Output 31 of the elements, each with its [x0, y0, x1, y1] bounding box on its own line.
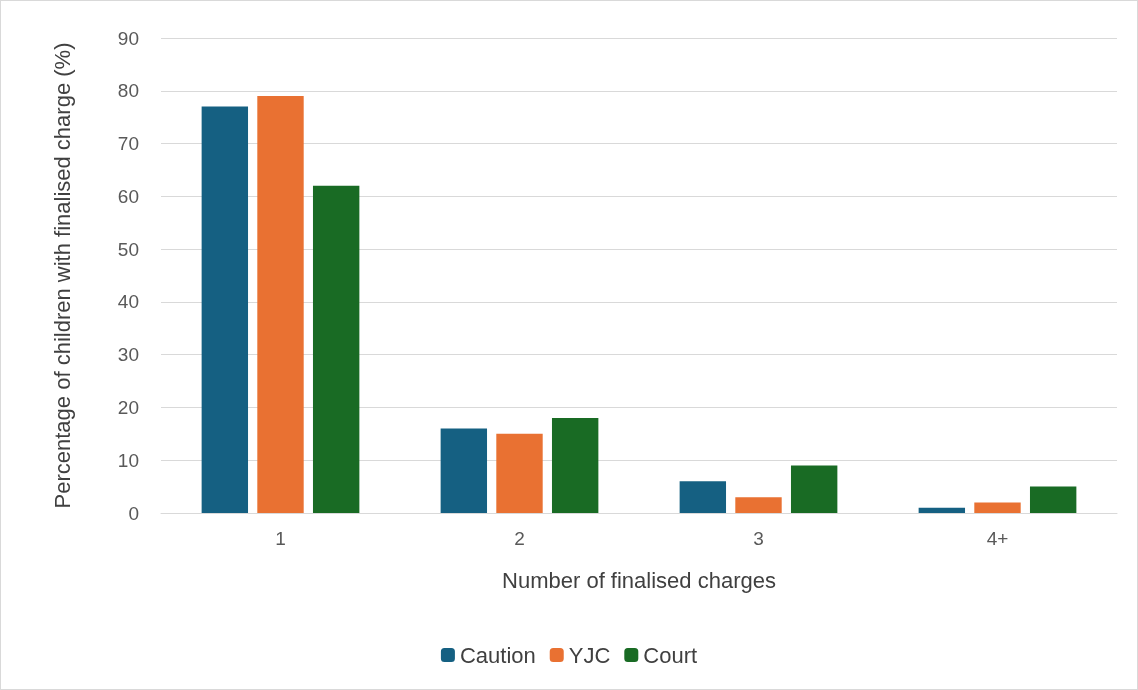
x-tick-label: 3 [753, 528, 764, 549]
legend-label: YJC [568, 642, 611, 668]
y-tick-label: 80 [117, 80, 139, 102]
bar [918, 507, 966, 513]
y-tick-label: 30 [117, 344, 139, 366]
y-tick-label: 90 [117, 27, 139, 49]
bar [735, 497, 782, 513]
bar [257, 96, 304, 513]
y-axis-title: Percentage of children with finalised charge (%) [49, 42, 75, 509]
bar [201, 106, 249, 513]
y-tick-label: 60 [117, 185, 139, 207]
y-tick-label: 10 [117, 449, 139, 471]
x-tick-label: 1 [275, 528, 286, 549]
y-tick-label: 0 [128, 502, 139, 524]
bar [679, 481, 727, 513]
x-tick-label: 4+ [986, 528, 1009, 549]
bar [551, 418, 599, 513]
y-tick-label: 50 [117, 238, 139, 260]
bar [312, 185, 360, 513]
legend-label: Caution [459, 642, 536, 668]
bar [496, 433, 543, 513]
x-tick-label: 2 [514, 528, 525, 549]
y-tick-label: 40 [117, 291, 139, 313]
y-tick-label: 20 [117, 396, 139, 418]
bar [440, 428, 488, 513]
bar [1029, 486, 1077, 513]
y-tick-label: 70 [117, 133, 139, 155]
bar [790, 465, 838, 513]
bar [974, 502, 1021, 513]
legend-label: Court [643, 642, 698, 668]
x-axis-title: Number of finalised charges [502, 567, 776, 593]
